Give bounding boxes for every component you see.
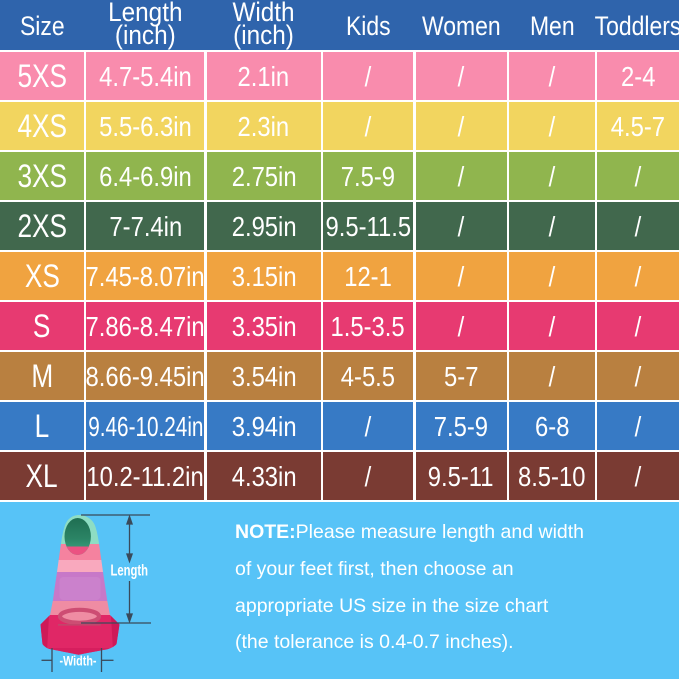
svg-text:-Width-: -Width- [60,654,97,669]
svg-text:Length: Length [111,563,149,580]
